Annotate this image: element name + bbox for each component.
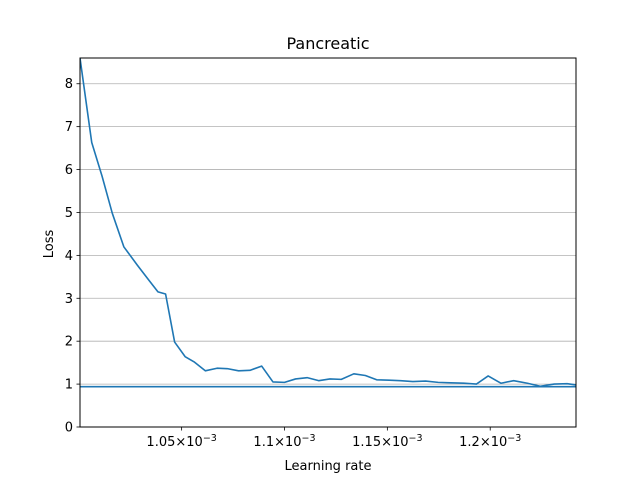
y-tick-label: 1 bbox=[65, 378, 73, 393]
y-tick-label: 8 bbox=[65, 77, 73, 92]
plot-area bbox=[80, 58, 576, 427]
x-axis-label: Learning rate bbox=[285, 459, 372, 474]
series-group bbox=[80, 58, 576, 388]
y-tick-label: 4 bbox=[65, 249, 73, 264]
y-tick-label: 5 bbox=[65, 206, 73, 221]
x-tick-label: 1.2×10−3 bbox=[459, 433, 521, 450]
y-ticks: 0 1 2 3 4 5 6 7 8 bbox=[65, 77, 80, 436]
x-tick-label: 1.15×10−3 bbox=[352, 433, 422, 450]
x-ticks: 1.05×10−3 1.1×10−3 1.15×10−3 1.2×10−3 bbox=[146, 427, 521, 450]
y-tick-label: 2 bbox=[65, 335, 73, 350]
plot-frame bbox=[79, 57, 577, 428]
x-tick-label: 1.1×10−3 bbox=[253, 433, 315, 450]
x-tick-label: 1.05×10−3 bbox=[146, 433, 216, 450]
loss-series-line bbox=[80, 58, 576, 388]
y-tick-label: 0 bbox=[65, 421, 73, 436]
y-tick-label: 3 bbox=[65, 292, 73, 307]
y-tick-label: 6 bbox=[65, 163, 73, 178]
y-axis-label: Loss bbox=[42, 230, 57, 259]
chart-title: Pancreatic bbox=[286, 34, 369, 53]
y-tick-label: 7 bbox=[65, 120, 73, 135]
